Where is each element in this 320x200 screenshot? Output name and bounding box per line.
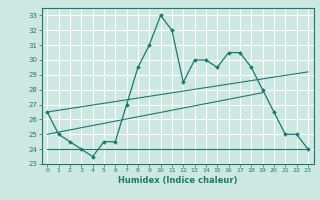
X-axis label: Humidex (Indice chaleur): Humidex (Indice chaleur) bbox=[118, 176, 237, 185]
